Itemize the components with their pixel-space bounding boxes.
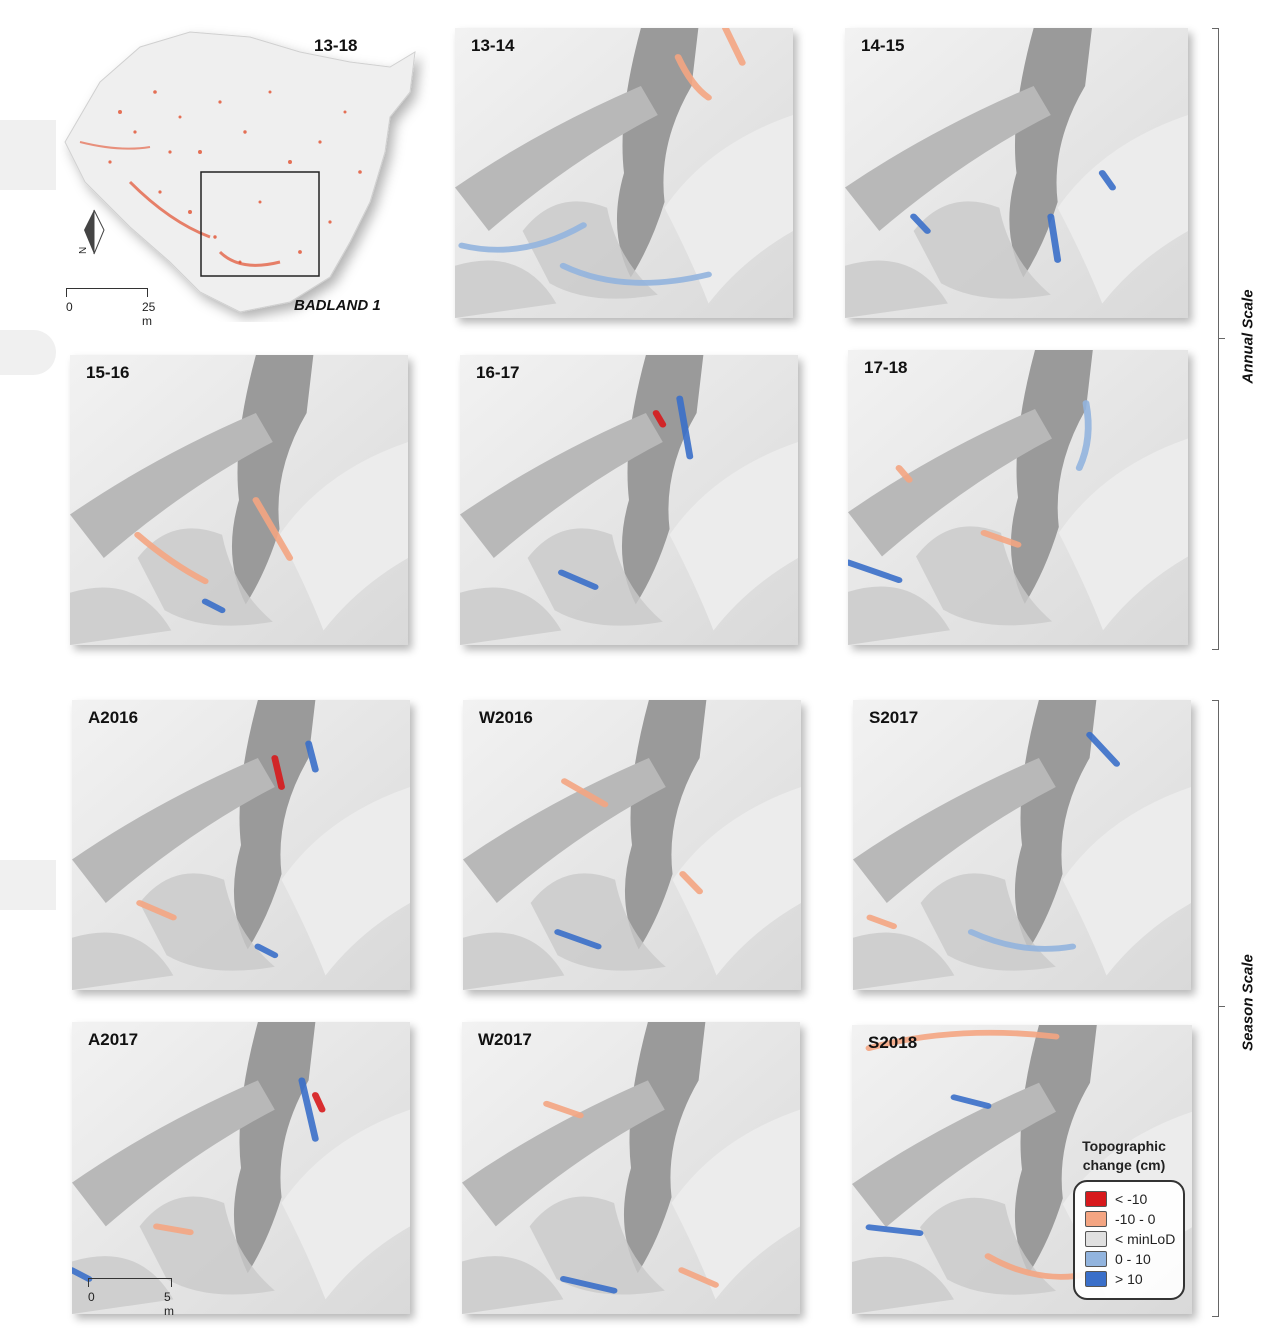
panel-label: 13-14: [471, 36, 515, 55]
legend-swatch: [1085, 1191, 1107, 1207]
overview-period-label: 13-18: [314, 36, 358, 55]
panel-scale-end: 5 m: [164, 1290, 174, 1318]
faded-background-shape: [0, 330, 56, 375]
season-scale-bracket-tick: [1219, 1006, 1225, 1007]
panel-label: 16-17: [476, 363, 520, 382]
legend-item: 0 - 10: [1085, 1250, 1151, 1268]
panel-label: 17-18: [864, 358, 908, 377]
legend-swatch: [1085, 1251, 1107, 1267]
legend-item: < -10: [1085, 1190, 1147, 1208]
annual-scale-bracket: [1212, 28, 1219, 650]
legend-item-label: < -10: [1115, 1191, 1148, 1207]
legend-item: > 10: [1085, 1270, 1143, 1288]
panel-label: W2016: [479, 708, 533, 727]
hillshade-relief: [462, 1022, 800, 1314]
hillshade-relief: [848, 350, 1188, 645]
map-panel-s2017: S2017: [853, 700, 1191, 990]
season-scale-label: Season Scale: [1239, 954, 1257, 1051]
panel-scale-start: 0: [88, 1290, 95, 1304]
hillshade-relief: [463, 700, 801, 990]
annual-scale-bracket-tick: [1219, 338, 1225, 339]
legend-title: Topographic change (cm): [1064, 1137, 1184, 1175]
north-label: N: [78, 247, 89, 254]
panel-label: S2017: [869, 708, 919, 727]
panel-label: 14-15: [861, 36, 905, 55]
panel-label: S2018: [868, 1033, 918, 1052]
map-panel-16-17: 16-17: [460, 355, 798, 645]
panel-label: A2017: [88, 1030, 139, 1049]
legend-item-label: < minLoD: [1115, 1231, 1176, 1247]
legend-swatch: [1085, 1271, 1107, 1287]
legend-swatch: [1085, 1231, 1107, 1247]
hillshade-relief: [70, 355, 408, 645]
hillshade-relief: [72, 700, 410, 990]
overview-scale-end: 25 m: [142, 300, 156, 328]
faded-background-shape: [0, 120, 56, 190]
site-name-label: BADLAND 1: [294, 297, 381, 314]
legend-title-line1: Topographic: [1082, 1138, 1166, 1154]
overview-map: N: [60, 22, 430, 322]
faded-background-shape: [0, 860, 56, 910]
north-arrow-icon: [84, 209, 105, 255]
legend-item: -10 - 0: [1085, 1210, 1155, 1228]
panel-label: W2017: [478, 1030, 532, 1049]
map-panel-w2017: W2017: [462, 1022, 800, 1314]
overview-scale-start: 0: [66, 300, 73, 314]
legend-box: < -10 -10 - 0 < minLoD 0 - 10 > 10: [1073, 1180, 1185, 1300]
season-scale-bracket: [1212, 700, 1219, 1317]
map-panel-a2017: A2017: [72, 1022, 410, 1314]
map-panel-w2016: W2016: [463, 700, 801, 990]
map-panel-13-14: 13-14: [455, 28, 793, 318]
legend-item-label: > 10: [1115, 1271, 1143, 1287]
hillshade-relief: [845, 28, 1188, 318]
map-panel-17-18: 17-18: [848, 350, 1188, 645]
map-panel-15-16: 15-16: [70, 355, 408, 645]
overview-badland-shape: N: [64, 31, 416, 313]
map-panel-a2016: A2016: [72, 700, 410, 990]
hillshade-relief: [72, 1022, 410, 1314]
legend-item: < minLoD: [1085, 1230, 1175, 1248]
legend-title-line2: change (cm): [1082, 1157, 1166, 1173]
hillshade-relief: [460, 355, 798, 645]
hillshade-relief: [853, 700, 1191, 990]
map-panel-14-15: 14-15: [845, 28, 1188, 318]
panel-label: A2016: [88, 708, 139, 727]
annual-scale-label: Annual Scale: [1239, 289, 1257, 384]
legend-item-label: 0 - 10: [1115, 1251, 1151, 1267]
panel-label: 15-16: [86, 363, 130, 382]
legend-swatch: [1085, 1211, 1107, 1227]
legend-item-label: -10 - 0: [1115, 1211, 1156, 1227]
hillshade-relief: [455, 28, 793, 318]
